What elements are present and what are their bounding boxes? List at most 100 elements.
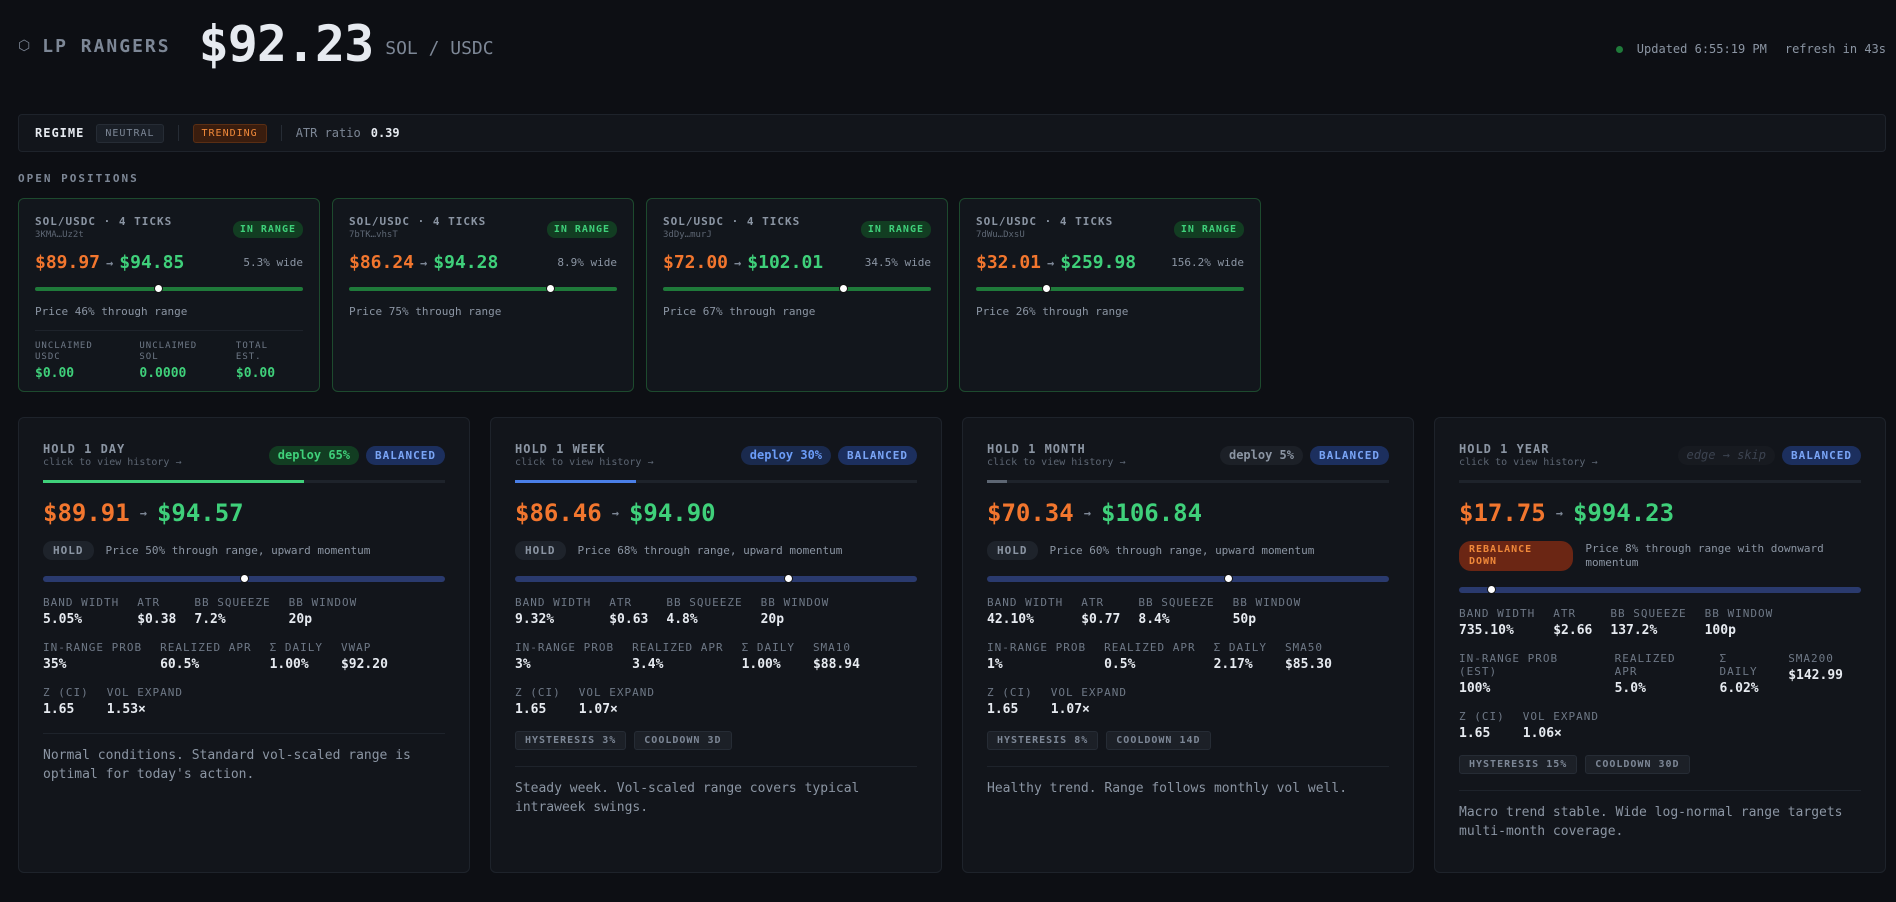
unclaimed-sol: UNCLAIMED SOL 0.0000 <box>139 341 218 381</box>
metric: VWAP $92.20 <box>341 641 388 672</box>
atr-ratio-label: ATR ratio <box>295 126 361 140</box>
metric-label: BB WINDOW <box>1232 596 1302 609</box>
range-position-track <box>515 574 917 583</box>
deploy-badge: edge → skip <box>1677 446 1776 465</box>
action-description: Price 8% through range with downward mom… <box>1585 542 1824 569</box>
cooldown-pill: COOLDOWN 3D <box>634 731 732 750</box>
metric-label: BAND WIDTH <box>43 596 120 609</box>
hold-range: $70.34 → $106.84 <box>987 499 1389 527</box>
open-positions-title: OPEN POSITIONS <box>18 172 139 185</box>
unclaimed-fees: UNCLAIMED USDC $0.00 UNCLAIMED SOL 0.000… <box>35 341 303 381</box>
deploy-progress-fill <box>987 480 1008 483</box>
arrow-right-icon: → <box>734 255 742 270</box>
view-history-link[interactable]: click to view history → <box>987 457 1126 468</box>
hold-note: Healthy trend. Range follows monthly vol… <box>987 781 1348 796</box>
updated-time: Updated 6:55:19 PM <box>1636 42 1767 56</box>
metric-label: IN-RANGE PROB <box>987 641 1087 654</box>
metric-label: IN-RANGE PROB <box>515 641 615 654</box>
metric-label: UNCLAIMED SOL <box>139 341 198 362</box>
metric-label: Z (CI) <box>1459 710 1505 723</box>
position-card[interactable]: SOL/USDC · 4 TICKS 7dWu…DxsU IN RANGE $3… <box>959 198 1261 392</box>
metric: BB SQUEEZE 8.4% <box>1138 596 1214 627</box>
metric-value: 1.07× <box>578 702 618 717</box>
position-card[interactable]: SOL/USDC · 4 TICKS 3KMA…Uz2t IN RANGE $8… <box>18 198 320 392</box>
hold-card-day[interactable]: HOLD 1 DAY click to view history → deplo… <box>18 417 470 873</box>
deploy-progress-track <box>987 480 1389 483</box>
metric-value: $0.77 <box>1081 612 1121 627</box>
metric-label: REALIZED APR <box>632 641 724 654</box>
metric: IN-RANGE PROB 1% <box>987 641 1086 672</box>
metric-value: 20p <box>760 612 785 627</box>
range-high: $259.98 <box>1060 252 1137 273</box>
action-badge: HOLD <box>43 541 94 560</box>
arrow-right-icon: → <box>106 255 114 270</box>
metric-label: VOL EXPAND <box>1522 710 1599 723</box>
metric-label: ATR <box>1081 596 1105 609</box>
in-range-badge: IN RANGE <box>860 221 931 238</box>
view-history-link[interactable]: click to view history → <box>43 457 182 468</box>
position-card[interactable]: SOL/USDC · 4 TICKS 3dDy…murJ IN RANGE $7… <box>646 198 948 392</box>
action-row: HOLD Price 60% through range, upward mom… <box>987 541 1389 560</box>
position-range: $32.01 → $259.98 <box>976 252 1244 273</box>
metric: IN-RANGE PROB 3% <box>515 641 614 672</box>
metric: Z (CI) 1.65 <box>1459 710 1505 741</box>
metric: REALIZED APR 3.4% <box>632 641 723 672</box>
regime-trending-chip[interactable]: TRENDING <box>192 123 267 143</box>
price-marker <box>1224 574 1234 583</box>
metrics-row: IN-RANGE PROB 3% REALIZED APR 3.4% Σ DAILY… <box>515 641 917 672</box>
range-high: $102.01 <box>747 252 824 273</box>
hysteresis-pill: HYSTERESIS 8% <box>987 731 1099 750</box>
metric-value: 735.10% <box>1459 623 1514 638</box>
metrics-row: BAND WIDTH 5.05% ATR $0.38 BB SQUEEZE 7.2% … <box>43 596 445 627</box>
hold-title: HOLD 1 YEAR <box>1459 442 1550 456</box>
metric: BB SQUEEZE 4.8% <box>666 596 742 627</box>
range-width: 8.9% wide <box>557 256 617 269</box>
refresh-countdown: refresh in 43s <box>1784 42 1886 56</box>
metric-label: Z (CI) <box>515 686 561 699</box>
metric-label: SMA50 <box>1284 641 1324 654</box>
metric: BAND WIDTH 5.05% <box>43 596 119 627</box>
metric-label: VOL EXPAND <box>1050 686 1127 699</box>
action-row: HOLD Price 68% through range, upward mom… <box>515 541 917 560</box>
metric-label: BB WINDOW <box>1704 607 1774 620</box>
metric-value: $0.63 <box>609 612 649 627</box>
hold-title: HOLD 1 WEEK <box>515 442 606 456</box>
metric-value: 4.8% <box>666 612 698 627</box>
metric: Σ DAILY 2.17% <box>1214 641 1267 672</box>
metrics-row: IN-RANGE PROB (EST) 100% REALIZED APR 5.0%… <box>1459 652 1861 696</box>
view-history-link[interactable]: click to view history → <box>1459 457 1598 468</box>
metric: VOL EXPAND 1.07× <box>579 686 655 717</box>
metric-value: 0.0000 <box>139 366 187 381</box>
deploy-badge: deploy 30% <box>740 446 832 465</box>
range-progress-track <box>349 284 617 293</box>
metric-value: 1.53× <box>106 702 146 717</box>
hold-card-year[interactable]: HOLD 1 YEAR click to view history → edge… <box>1434 417 1886 873</box>
rebalance-badge[interactable]: REBALANCE DOWN <box>1459 541 1574 571</box>
hysteresis-pill: HYSTERESIS 3% <box>515 731 627 750</box>
metric-value: $0.38 <box>137 612 177 627</box>
hold-card-week[interactable]: HOLD 1 WEEK click to view history → depl… <box>490 417 942 873</box>
deploy-progress-track <box>515 480 917 483</box>
metric-value: 42.10% <box>987 612 1034 627</box>
metric-value: $85.30 <box>1284 657 1332 672</box>
action-description: Price 60% through range, upward momentum <box>1049 543 1315 557</box>
position-card[interactable]: SOL/USDC · 4 TICKS 7bTK…vhsT IN RANGE $8… <box>332 198 634 392</box>
cooldown-pill: COOLDOWN 30D <box>1585 755 1690 774</box>
metric-value: $0.00 <box>235 366 276 381</box>
position-address: 7dWu…DxsU <box>976 230 1025 240</box>
metric-value: 8.4% <box>1138 612 1170 627</box>
range-low: $89.91 <box>43 499 130 527</box>
metric: BB WINDOW 100p <box>1705 607 1774 638</box>
hold-card-month[interactable]: HOLD 1 MONTH click to view history → dep… <box>962 417 1414 873</box>
metric-label: BB SQUEEZE <box>1610 607 1687 620</box>
range-width: 34.5% wide <box>864 256 931 269</box>
live-status-dot-icon <box>1615 45 1623 53</box>
metric-value: 100p <box>1704 623 1736 638</box>
view-history-link[interactable]: click to view history → <box>515 457 654 468</box>
hexagon-logo-icon: ⬡ <box>18 38 31 54</box>
arrow-right-icon: → <box>1083 506 1091 520</box>
price-marker <box>1487 585 1497 594</box>
regime-neutral-chip[interactable]: NEUTRAL <box>96 123 164 143</box>
metric: SMA10 $88.94 <box>813 641 860 672</box>
in-range-badge: IN RANGE <box>1173 221 1244 238</box>
